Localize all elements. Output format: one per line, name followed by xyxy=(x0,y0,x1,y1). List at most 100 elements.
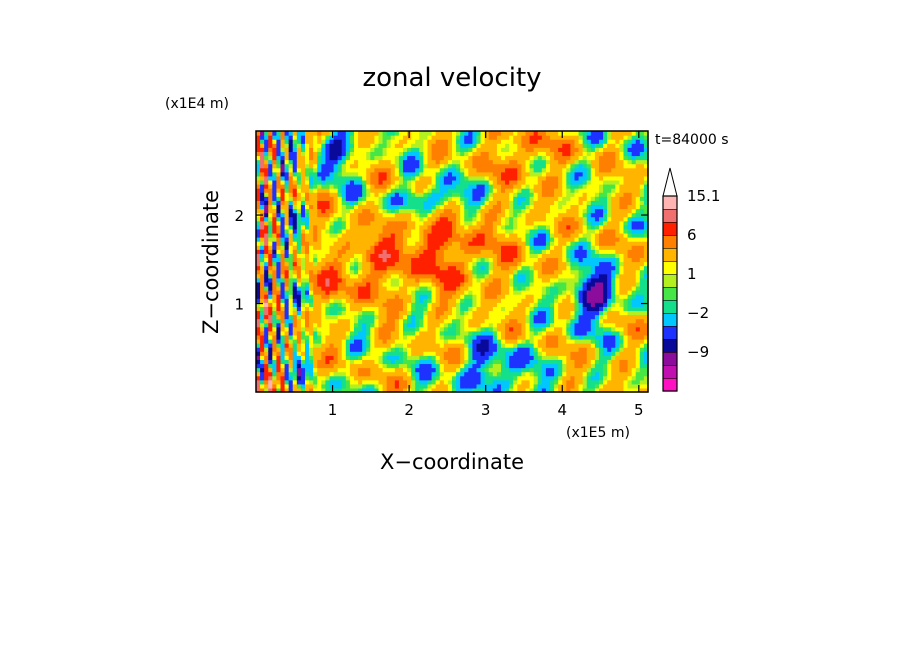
field-cell xyxy=(333,318,339,324)
field-cell xyxy=(480,273,486,279)
field-cell xyxy=(398,375,404,381)
field-cell xyxy=(501,139,506,144)
field-cell xyxy=(492,273,498,279)
field-cell xyxy=(403,363,408,369)
field-cell xyxy=(505,322,510,328)
field-cell xyxy=(456,355,461,360)
field-cell xyxy=(427,338,433,344)
field-cell xyxy=(501,192,506,197)
field-cell xyxy=(480,367,486,373)
field-cell xyxy=(349,184,355,189)
field-cell xyxy=(513,237,518,242)
field-cell xyxy=(558,245,563,250)
field-cell xyxy=(292,188,298,193)
field-cell xyxy=(537,220,543,226)
field-cell xyxy=(537,330,543,336)
field-cell xyxy=(562,302,567,307)
field-cell xyxy=(333,294,339,299)
field-cell xyxy=(370,151,376,157)
field-cell xyxy=(309,184,314,189)
field-cell xyxy=(566,200,572,206)
field-cell xyxy=(472,383,478,389)
field-cell xyxy=(386,265,392,271)
field-cell xyxy=(480,241,486,246)
field-cell xyxy=(382,387,388,393)
field-cell xyxy=(300,159,306,165)
field-cell xyxy=(447,334,453,340)
field-cell xyxy=(488,371,494,377)
field-cell xyxy=(407,175,412,181)
field-cell xyxy=(468,379,474,385)
field-cell xyxy=(370,253,376,259)
field-cell xyxy=(411,359,416,365)
field-cell xyxy=(492,151,498,157)
field-cell xyxy=(366,351,371,356)
field-cell xyxy=(333,290,339,295)
field-cell xyxy=(558,200,563,206)
field-cell xyxy=(386,184,392,189)
field-cell xyxy=(345,212,351,218)
field-cell xyxy=(492,294,498,299)
field-cell xyxy=(321,355,327,360)
field-cell xyxy=(386,163,392,169)
field-cell xyxy=(288,253,294,259)
field-cell xyxy=(562,261,567,267)
field-cell xyxy=(403,355,408,360)
field-cell xyxy=(566,322,572,328)
field-cell xyxy=(509,228,514,234)
field-cell xyxy=(509,220,514,226)
field-cell xyxy=(484,355,490,360)
field-cell xyxy=(501,326,506,332)
field-cell xyxy=(545,143,551,148)
field-cell xyxy=(541,155,547,161)
field-cell xyxy=(321,343,327,348)
field-cell xyxy=(570,212,576,218)
field-cell xyxy=(492,355,498,360)
field-cell xyxy=(541,347,547,352)
field-cell xyxy=(292,228,298,234)
field-cell xyxy=(374,245,380,250)
field-cell xyxy=(554,367,559,373)
field-cell xyxy=(296,273,302,279)
field-cell xyxy=(296,326,302,332)
field-cell xyxy=(260,334,265,340)
field-cell xyxy=(386,175,392,181)
field-cell xyxy=(292,224,298,230)
field-cell xyxy=(492,224,498,230)
field-cell xyxy=(272,155,278,161)
field-cell xyxy=(321,281,327,287)
field-cell xyxy=(427,343,433,348)
field-cell xyxy=(472,351,478,356)
field-cell xyxy=(345,155,351,161)
field-cell xyxy=(390,216,396,222)
field-cell xyxy=(492,155,498,161)
field-cell xyxy=(545,387,551,393)
field-cell xyxy=(447,290,453,295)
field-cell xyxy=(398,326,404,332)
field-cell xyxy=(496,371,502,377)
field-cell xyxy=(452,290,457,295)
field-cell xyxy=(305,237,310,242)
field-cell xyxy=(505,220,510,226)
field-cell xyxy=(558,298,563,303)
field-cell xyxy=(309,318,314,324)
field-cell xyxy=(541,343,547,348)
field-cell xyxy=(268,338,273,344)
field-cell xyxy=(374,155,380,161)
field-cell xyxy=(370,245,376,250)
field-cell xyxy=(464,294,469,299)
field-cell xyxy=(407,143,412,148)
field-cell xyxy=(313,375,318,381)
field-cell xyxy=(280,359,286,365)
field-cell xyxy=(517,192,523,197)
field-cell xyxy=(456,281,461,287)
field-cell xyxy=(501,347,506,352)
field-cell xyxy=(309,363,314,369)
field-cell xyxy=(464,375,469,381)
field-cell xyxy=(484,322,490,328)
field-cell xyxy=(452,383,457,389)
field-cell xyxy=(260,383,265,389)
field-cell xyxy=(378,179,384,185)
field-cell xyxy=(460,224,465,230)
field-cell xyxy=(439,379,445,385)
